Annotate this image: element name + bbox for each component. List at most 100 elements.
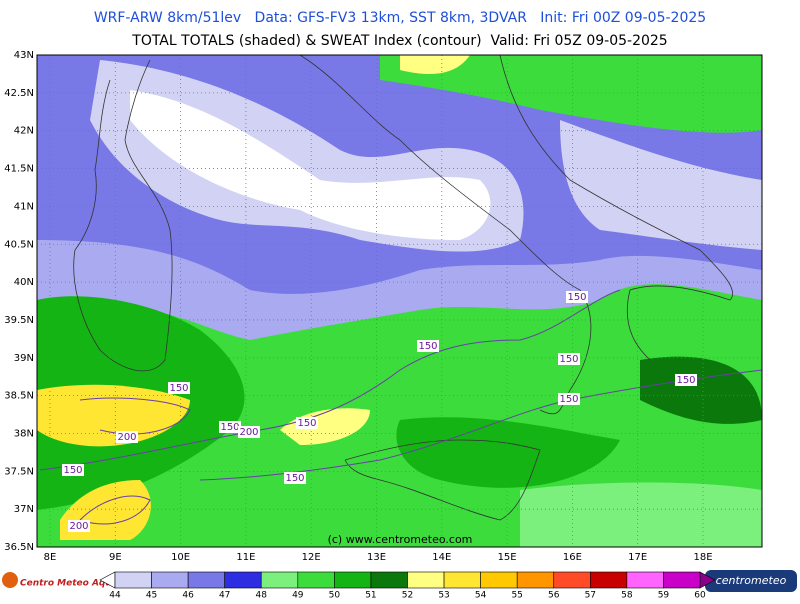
colorbar-label: 50	[329, 591, 341, 601]
lon-label: 15E	[498, 552, 517, 563]
colorbar-swatch	[297, 571, 335, 589]
colorbar-label: 58	[621, 591, 633, 601]
map-area: (c) www.centrometeo.com 150 150 150 150 150 1…	[36, 54, 763, 548]
lat-label: 40N	[14, 277, 34, 288]
logo-right-bg	[705, 570, 797, 592]
lat-label: 38N	[14, 429, 34, 440]
colorbar-label: 57	[585, 591, 596, 601]
colorbar-label: 54	[475, 591, 487, 601]
colorbar-swatch	[151, 571, 189, 589]
colorbar-label: 52	[402, 591, 413, 601]
contour-label-bg	[417, 340, 439, 352]
lat-label: 39N	[14, 353, 34, 364]
logo-left: Centro Meteo Aquileia	[20, 579, 133, 589]
contour-label-bg	[296, 417, 318, 429]
contour-label: 150	[169, 383, 188, 394]
colorbar-swatch	[187, 571, 225, 589]
lon-label: 14E	[432, 552, 451, 563]
copyright: (c) www.centrometeo.com	[328, 533, 473, 546]
colorbar-swatch	[334, 571, 372, 589]
colorbar-swatch	[480, 571, 518, 589]
colorbar-swatch	[626, 571, 664, 589]
contour-label-bg	[558, 393, 580, 405]
contour-label: 150	[676, 375, 695, 386]
logo-icon	[2, 572, 18, 588]
lat-label: 36.5N	[4, 542, 34, 553]
lon-label: 9E	[109, 552, 122, 563]
title-line1: WRF-ARW 8km/51lev Data: GFS-FV3 13km, SS…	[94, 10, 706, 26]
colorbar-swatch	[663, 571, 701, 589]
colorbar-label: 44	[109, 591, 121, 601]
colorbar-swatch	[370, 571, 408, 589]
contour-label: 200	[69, 521, 88, 532]
contour-label: 150	[285, 473, 304, 484]
lat-label: 38.5N	[4, 391, 34, 402]
colorbar-label: 53	[438, 591, 449, 601]
colorbar-label: 48	[256, 591, 268, 601]
colorbar-label: 56	[548, 591, 560, 601]
colorbar-label: 51	[365, 591, 376, 601]
contour-label: 150	[63, 465, 82, 476]
shade	[396, 417, 620, 488]
contour-label-bg	[62, 464, 84, 476]
colorbar-label: 46	[182, 591, 194, 601]
contour-label-bg	[68, 520, 90, 532]
colorbar-label: 60	[694, 591, 706, 601]
contour-label: 150	[220, 422, 239, 433]
lon-label: 18E	[693, 552, 712, 563]
lon-label: 17E	[628, 552, 647, 563]
lat-label: 41N	[14, 201, 34, 212]
shade	[380, 55, 762, 133]
contour-label: 200	[239, 427, 258, 438]
shade	[560, 120, 762, 250]
contour-label: 150	[567, 292, 586, 303]
lat-label: 42N	[14, 126, 34, 137]
contour-label-bg	[284, 472, 306, 484]
colorbar-label: 45	[146, 591, 157, 601]
colorbar-label: 55	[511, 591, 522, 601]
lon-label: 11E	[236, 552, 255, 563]
colorbar-swatch	[590, 571, 628, 589]
shade	[400, 55, 470, 75]
lat-label: 37.5N	[4, 466, 34, 477]
colorbar-label: 59	[658, 591, 670, 601]
title-line2: TOTAL TOTALS (shaded) & SWEAT Index (con…	[131, 33, 667, 49]
lat-label: 42.5N	[4, 88, 34, 99]
contour-label: 150	[559, 394, 578, 405]
lon-label: 12E	[302, 552, 321, 563]
colorbar-label: 47	[219, 591, 230, 601]
contour-label: 150	[559, 354, 578, 365]
logo-right: centrometeo	[716, 574, 787, 587]
lon-label: 13E	[367, 552, 386, 563]
contour-label: 150	[418, 341, 437, 352]
contour-label: 150	[297, 418, 316, 429]
shade	[130, 90, 491, 240]
lon-label: 8E	[44, 552, 57, 563]
colorbar-swatch	[407, 571, 445, 589]
lat-label: 40.5N	[4, 239, 34, 250]
colorbar-label: 49	[292, 591, 304, 601]
contour-label-bg	[566, 291, 588, 303]
lat-label: 43N	[14, 50, 34, 61]
contour-label-bg	[219, 421, 241, 433]
lat-label: 41.5N	[4, 164, 34, 175]
contour-label: 200	[117, 432, 136, 443]
colorbar-swatch	[224, 571, 262, 589]
contour-label-bg	[675, 374, 697, 386]
contour-label-bg	[116, 431, 138, 443]
colorbar-swatch	[114, 571, 152, 589]
shade	[520, 482, 762, 547]
lat-label: 37N	[14, 504, 34, 515]
lon-label: 16E	[563, 552, 582, 563]
colorbar-swatch	[443, 571, 481, 589]
lat-label: 39.5N	[4, 315, 34, 326]
map-frame	[36, 54, 763, 548]
contour-label-bg	[238, 426, 260, 438]
lon-label: 10E	[171, 552, 190, 563]
colorbar-swatch	[260, 571, 299, 589]
contour-label-bg	[168, 382, 190, 394]
contour-label-bg	[558, 353, 580, 365]
coastline	[73, 54, 733, 521]
colorbar-swatch	[553, 571, 591, 589]
